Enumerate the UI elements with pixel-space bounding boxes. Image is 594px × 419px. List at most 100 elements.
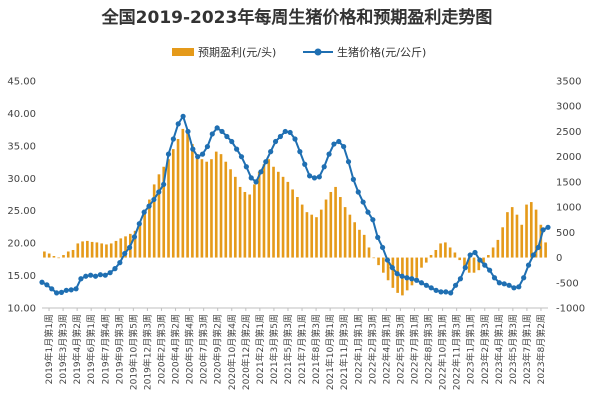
profit-bar [272, 166, 275, 258]
price-line-group [39, 113, 551, 296]
price-point [428, 285, 434, 291]
x-tick-label: 2021年5月第3周 [282, 314, 294, 384]
y-left-tick-label: 10.00 [7, 304, 36, 315]
price-point [282, 128, 288, 135]
profit-bar [429, 255, 433, 258]
price-point [253, 179, 259, 185]
price-point [384, 257, 391, 263]
x-tick-label: 2019年9月第3周 [113, 314, 125, 384]
profit-bar [496, 239, 500, 258]
profit-bar [362, 234, 366, 258]
price-point [326, 151, 332, 157]
profit-bar [253, 184, 256, 258]
profit-bar [219, 154, 223, 258]
price-point [272, 138, 279, 145]
price-point [54, 290, 60, 296]
price-point [530, 252, 537, 258]
profit-bar [296, 197, 299, 258]
price-point [175, 121, 181, 127]
x-tick-label: 2019年10月第5周 [127, 314, 139, 390]
profit-bar [200, 159, 204, 258]
profit-bar [210, 159, 213, 258]
y-left-tick-label: 30.00 [7, 174, 36, 185]
price-point [355, 189, 361, 195]
profit-bar [81, 241, 84, 258]
profit-bar [100, 243, 103, 258]
price-point [443, 289, 449, 295]
profit-bar [515, 214, 519, 258]
profit-bar [238, 186, 242, 258]
profit-bar [300, 204, 304, 258]
profit-bar [353, 222, 356, 258]
price-point [540, 227, 546, 233]
y-right-axis: -1000 -500 0 500 1000 1500 2000 2500 3000 3500 [556, 77, 585, 315]
price-point [73, 286, 79, 292]
x-tick-label: 2020年4月第2周 [170, 314, 182, 384]
price-point [204, 143, 211, 150]
profit-bar [319, 209, 323, 258]
price-point [516, 284, 522, 290]
profit-bar [124, 236, 127, 258]
price-point [399, 273, 405, 279]
profit-bar [114, 240, 118, 258]
y-right-tick-label: 500 [556, 228, 575, 239]
price-point [136, 221, 142, 227]
y-right-tick-label: 1000 [556, 203, 581, 214]
profit-bar [506, 212, 509, 258]
price-point [545, 224, 551, 230]
price-point [131, 234, 138, 240]
price-point [345, 159, 352, 165]
profit-bar [382, 257, 385, 273]
profit-bar [229, 169, 232, 258]
y-right-tick-label: 0 [556, 253, 562, 264]
profit-bar [415, 257, 419, 278]
price-point [307, 173, 313, 179]
price-point [477, 257, 483, 263]
price-point [389, 265, 395, 271]
price-point [185, 128, 191, 135]
price-point [448, 290, 454, 296]
profit-bar [143, 209, 146, 258]
price-point [433, 287, 439, 293]
profit-bar [410, 257, 414, 286]
price-point [199, 151, 206, 157]
profit-bar [286, 181, 290, 258]
profit-bar [181, 128, 185, 258]
x-tick-label: 2020年9月第2周 [212, 314, 224, 384]
price-point [501, 281, 507, 287]
x-tick-label: 2021年10月第1周 [324, 314, 336, 390]
profit-bar [310, 214, 314, 258]
profit-bar [520, 224, 524, 258]
profit-bar [334, 186, 337, 258]
price-point [258, 169, 264, 175]
profit-bar [343, 207, 347, 258]
x-tick-label: 2019年3月第3周 [57, 314, 69, 384]
y-left-axis: 10.00 15.00 20.00 25.00 30.00 35.00 40.00 45.00 [7, 77, 36, 315]
price-point [287, 129, 293, 136]
profit-bar [315, 217, 318, 258]
profit-bar [525, 204, 528, 258]
legend-swatch-price-marker [314, 48, 322, 56]
price-point [146, 203, 152, 209]
price-point [394, 271, 400, 277]
legend-swatch-profit [172, 48, 194, 56]
x-tick-label: 2021年7月第1周 [296, 314, 308, 384]
profit-bar [339, 197, 342, 258]
profit-bar [439, 243, 442, 258]
price-point [117, 260, 123, 266]
profit-bar [119, 238, 123, 258]
profit-bar [66, 251, 70, 258]
price-point [462, 265, 468, 271]
profit-bars [43, 128, 547, 296]
profit-bar [458, 257, 462, 261]
x-tick-label: 2019年7月第4周 [99, 314, 111, 384]
x-tick-label: 2021年2月第1周 [254, 314, 266, 384]
legend-label-profit: 预期盈利(元/头) [198, 46, 276, 59]
price-point [487, 267, 493, 273]
profit-bar [305, 212, 309, 258]
profit-bar [377, 257, 380, 266]
profit-bar [453, 252, 457, 258]
price-point [341, 143, 347, 150]
price-point [379, 244, 386, 251]
